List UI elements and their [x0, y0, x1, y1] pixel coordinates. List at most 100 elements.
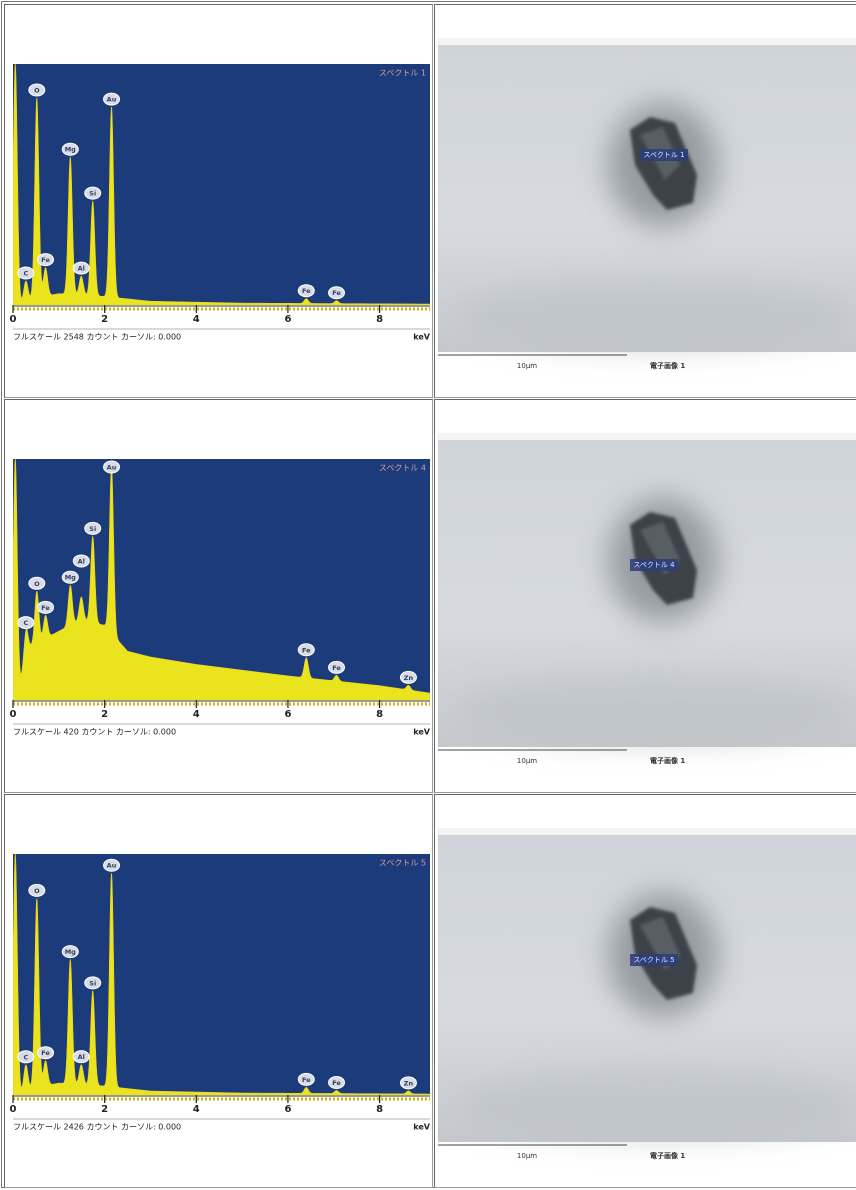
full-scale-text: フルスケール 420 カウント カーソル: 0.000: [13, 728, 176, 737]
image-cell-canvas: スペクトル 5 10μm 電子画像 1: [438, 828, 856, 1160]
x-tick-label: 8: [376, 314, 383, 325]
sem-top-band: [438, 828, 856, 835]
peak-label: Au: [103, 858, 121, 872]
peak-label: O: [28, 576, 46, 590]
scale-label: 10μm: [517, 757, 537, 765]
scale-label: 10μm: [517, 1152, 537, 1160]
peak-label-text: Si: [89, 979, 96, 987]
peak-label-badge: [84, 186, 102, 200]
peak-label-badge: [28, 576, 46, 590]
x-tick-label: 6: [284, 1104, 291, 1115]
image-cell: スペクトル 4 10μm 電子画像 1: [434, 399, 856, 793]
peak-label: Fe: [328, 1076, 346, 1090]
peak-label-text: Au: [107, 464, 117, 472]
peak-label: Fe: [37, 600, 55, 614]
peak-label-text: Zn: [404, 1079, 414, 1087]
sem-marker-box: [630, 954, 678, 966]
spectrum-cell-canvas: C O Fe Mg Al Si Au Fe Fe Zn スペクトル 4 0 2 4 6 8 フルスケール 420…: [10, 459, 431, 737]
sem-marker-box: [640, 149, 688, 161]
peak-label-text: Mg: [65, 574, 76, 582]
full-scale-text: フルスケール 2426 カウント カーソル: 0.000: [13, 1123, 181, 1132]
peak-label: Al: [72, 1050, 90, 1064]
peak-label: C: [17, 266, 35, 280]
image-cell-canvas: スペクトル 1 10μm 電子画像 1: [438, 38, 856, 370]
x-tick-label: 6: [284, 709, 291, 720]
peak-label-badge: [72, 1050, 90, 1064]
peak-label-badge: [61, 570, 79, 584]
peak-label-badge: [328, 286, 346, 300]
x-tick-label: 0: [10, 314, 17, 325]
peak-label-badge: [17, 616, 35, 630]
peak-label-badge: [103, 92, 121, 106]
peak-label: Mg: [61, 945, 79, 959]
peak-label: Si: [84, 521, 102, 535]
peak-label: C: [17, 616, 35, 630]
sem-marker-label: スペクトル 5: [633, 956, 674, 964]
peak-label-badge: [328, 660, 346, 674]
sem-texture: [455, 1070, 855, 1140]
unit-text: keV: [413, 333, 431, 342]
peak-label: Fe: [328, 660, 346, 674]
peak-label-badge: [84, 521, 102, 535]
spectrum-area: [13, 64, 430, 305]
peak-label-badge: [103, 858, 121, 872]
peak-label: Fe: [328, 286, 346, 300]
spectrum-title: スペクトル 4: [379, 464, 426, 473]
unit-text: keV: [413, 1123, 431, 1132]
peak-label-text: Mg: [65, 948, 76, 956]
spectrum-cell-canvas: C O Fe Mg Al Si Au Fe Fe スペクトル 1 0 2 4 6 8 フルスケール 2548 …: [10, 64, 431, 342]
peak-label-badge: [84, 976, 102, 990]
peak-label: Fe: [297, 284, 315, 298]
peak-label-text: C: [23, 1053, 28, 1061]
peak-label-text: Al: [78, 1053, 85, 1061]
peak-label-badge: [37, 600, 55, 614]
peak-label-badge: [399, 670, 417, 684]
sem-texture: [455, 280, 855, 350]
image-cell: スペクトル 1 10μm 電子画像 1: [434, 4, 856, 398]
spectrum-title: スペクトル 1: [379, 69, 426, 78]
x-tick-label: 4: [193, 1104, 200, 1115]
spectrum-area: [13, 459, 430, 700]
peak-label-text: Al: [78, 265, 85, 273]
peak-label-text: C: [23, 269, 28, 277]
image-caption: 電子画像 1: [650, 1151, 685, 1160]
peak-label: C: [17, 1050, 35, 1064]
peak-label-badge: [72, 261, 90, 275]
peak-label-text: Fe: [41, 256, 50, 264]
spectrum-cell: C O Fe Mg Al Si Au Fe Fe Zn スペクトル 4 0 2 4 6 8 フルスケール 420…: [4, 399, 433, 793]
spectrum-area: [13, 854, 430, 1095]
peak-label-badge: [297, 1072, 315, 1086]
peak-label: Fe: [37, 253, 55, 267]
peak-label-text: Fe: [302, 1076, 311, 1084]
peak-label: Mg: [61, 570, 79, 584]
sem-top-band: [438, 38, 856, 45]
spectrum-cell: C O Fe Mg Al Si Au Fe Fe スペクトル 1 0 2 4 6 8 フルスケール 2548 …: [4, 4, 433, 398]
peak-label-badge: [72, 554, 90, 568]
peak-label-text: Fe: [302, 287, 311, 295]
x-tick-label: 8: [376, 1104, 383, 1115]
peak-label: Si: [84, 976, 102, 990]
peak-label-badge: [328, 1076, 346, 1090]
peak-label-text: Au: [107, 96, 117, 104]
peak-label-badge: [17, 1050, 35, 1064]
unit-text: keV: [413, 728, 431, 737]
peak-label: Zn: [399, 1076, 417, 1090]
peak-label-text: Fe: [332, 1079, 341, 1087]
peak-label-badge: [297, 284, 315, 298]
x-tick-label: 2: [101, 709, 108, 720]
sem-texture: [455, 675, 855, 745]
peak-label: Fe: [37, 1046, 55, 1060]
peak-label-badge: [28, 883, 46, 897]
peak-label-badge: [61, 945, 79, 959]
peak-label-text: Zn: [404, 674, 414, 682]
spectrum-title: スペクトル 5: [379, 859, 426, 868]
peak-label-badge: [297, 643, 315, 657]
peak-label-badge: [399, 1076, 417, 1090]
x-tick-label: 8: [376, 709, 383, 720]
sem-marker-box: [630, 559, 678, 571]
x-tick-label: 6: [284, 314, 291, 325]
peak-label: Zn: [399, 670, 417, 684]
image-caption: 電子画像 1: [650, 756, 685, 765]
peak-label-text: Al: [78, 557, 85, 565]
